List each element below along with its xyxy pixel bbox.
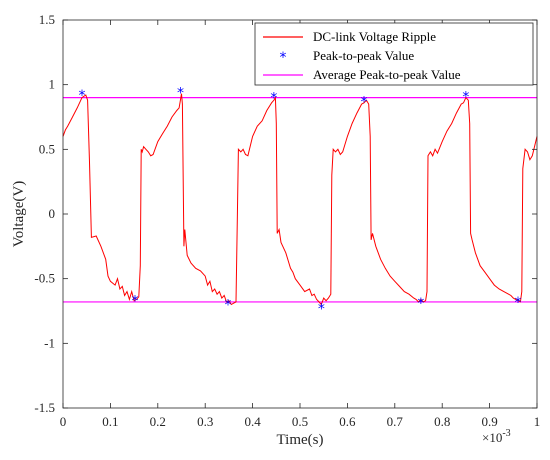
y-axis-title: Voltage(V) — [11, 181, 27, 247]
y-tick-label-0: -1.5 — [34, 400, 55, 415]
peak-marker-7: * — [417, 296, 424, 312]
peak-marker-1: * — [132, 294, 139, 310]
x-tick-label-4: 0.4 — [244, 414, 261, 429]
x-axis-multiplier-exponent: -3 — [502, 428, 510, 439]
x-axis-multiplier: ×10-3 — [482, 428, 511, 445]
x-tick-label-0: 0 — [60, 414, 67, 429]
x-tick-label-6: 0.6 — [339, 414, 356, 429]
x-axis-title: Time(s) — [277, 432, 324, 448]
ticks-layer: 0 0.1 0.2 0.3 0.4 0.5 0.6 0.7 0.8 0.9 1 -1.5 -1 -0.5 0… — [34, 12, 540, 429]
peak-marker-2: * — [177, 85, 184, 101]
x-tick-label-10: 1 — [534, 414, 541, 429]
x-tick-label-3: 0.3 — [197, 414, 213, 429]
peak-marker-3: * — [224, 298, 231, 314]
x-tick-label-2: 0.2 — [150, 414, 166, 429]
peak-marker-9: * — [515, 295, 522, 311]
y-tick-label-3: 0 — [49, 206, 56, 221]
x-tick-label-9: 0.9 — [481, 414, 497, 429]
y-tick-label-2: -0.5 — [34, 271, 55, 286]
peak-marker-4: * — [270, 91, 277, 107]
peak-marker-5: * — [318, 301, 325, 317]
legend-label-peak: Peak-to-peak Value — [313, 48, 414, 63]
legend-peak-marker-swatch: * — [280, 50, 287, 66]
y-tick-label-5: 1 — [49, 77, 56, 92]
y-tick-label-4: 0.5 — [39, 141, 55, 156]
ripple-series-line — [62, 93, 538, 306]
legend-label-ripple: DC-link Voltage Ripple — [313, 29, 436, 44]
plot-layer: * * * * * * * * * * — [62, 85, 538, 317]
x-axis-multiplier-base: ×10 — [482, 430, 502, 445]
y-tick-label-1: -1 — [44, 335, 55, 350]
y-tick-label-6: 1.5 — [39, 12, 55, 27]
x-tick-label-7: 0.7 — [387, 414, 404, 429]
peak-marker-0: * — [78, 88, 85, 104]
legend-label-average: Average Peak-to-peak Value — [313, 67, 461, 82]
legend: * DC-link Voltage Ripple Peak-to-peak Va… — [254, 22, 534, 86]
x-tick-label-5: 0.5 — [292, 414, 308, 429]
peak-marker-8: * — [462, 89, 469, 105]
x-tick-label-8: 0.8 — [434, 414, 450, 429]
peak-marker-6: * — [360, 94, 367, 110]
x-tick-label-1: 0.1 — [102, 414, 118, 429]
